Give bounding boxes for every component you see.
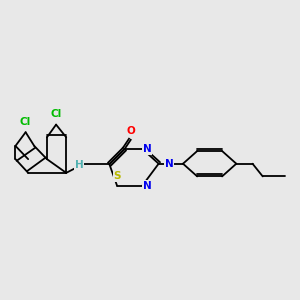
Text: N: N — [143, 144, 152, 154]
Text: N: N — [143, 144, 152, 154]
Text: N: N — [143, 181, 152, 190]
Text: H: H — [75, 160, 83, 170]
Text: Cl: Cl — [50, 110, 62, 119]
Text: S: S — [113, 171, 121, 182]
Text: Cl: Cl — [20, 117, 31, 127]
Text: N: N — [143, 181, 152, 190]
Text: S: S — [113, 171, 121, 182]
Text: O: O — [126, 126, 135, 136]
Text: N: N — [165, 159, 174, 169]
Text: N: N — [165, 159, 174, 169]
Text: O: O — [126, 126, 135, 136]
